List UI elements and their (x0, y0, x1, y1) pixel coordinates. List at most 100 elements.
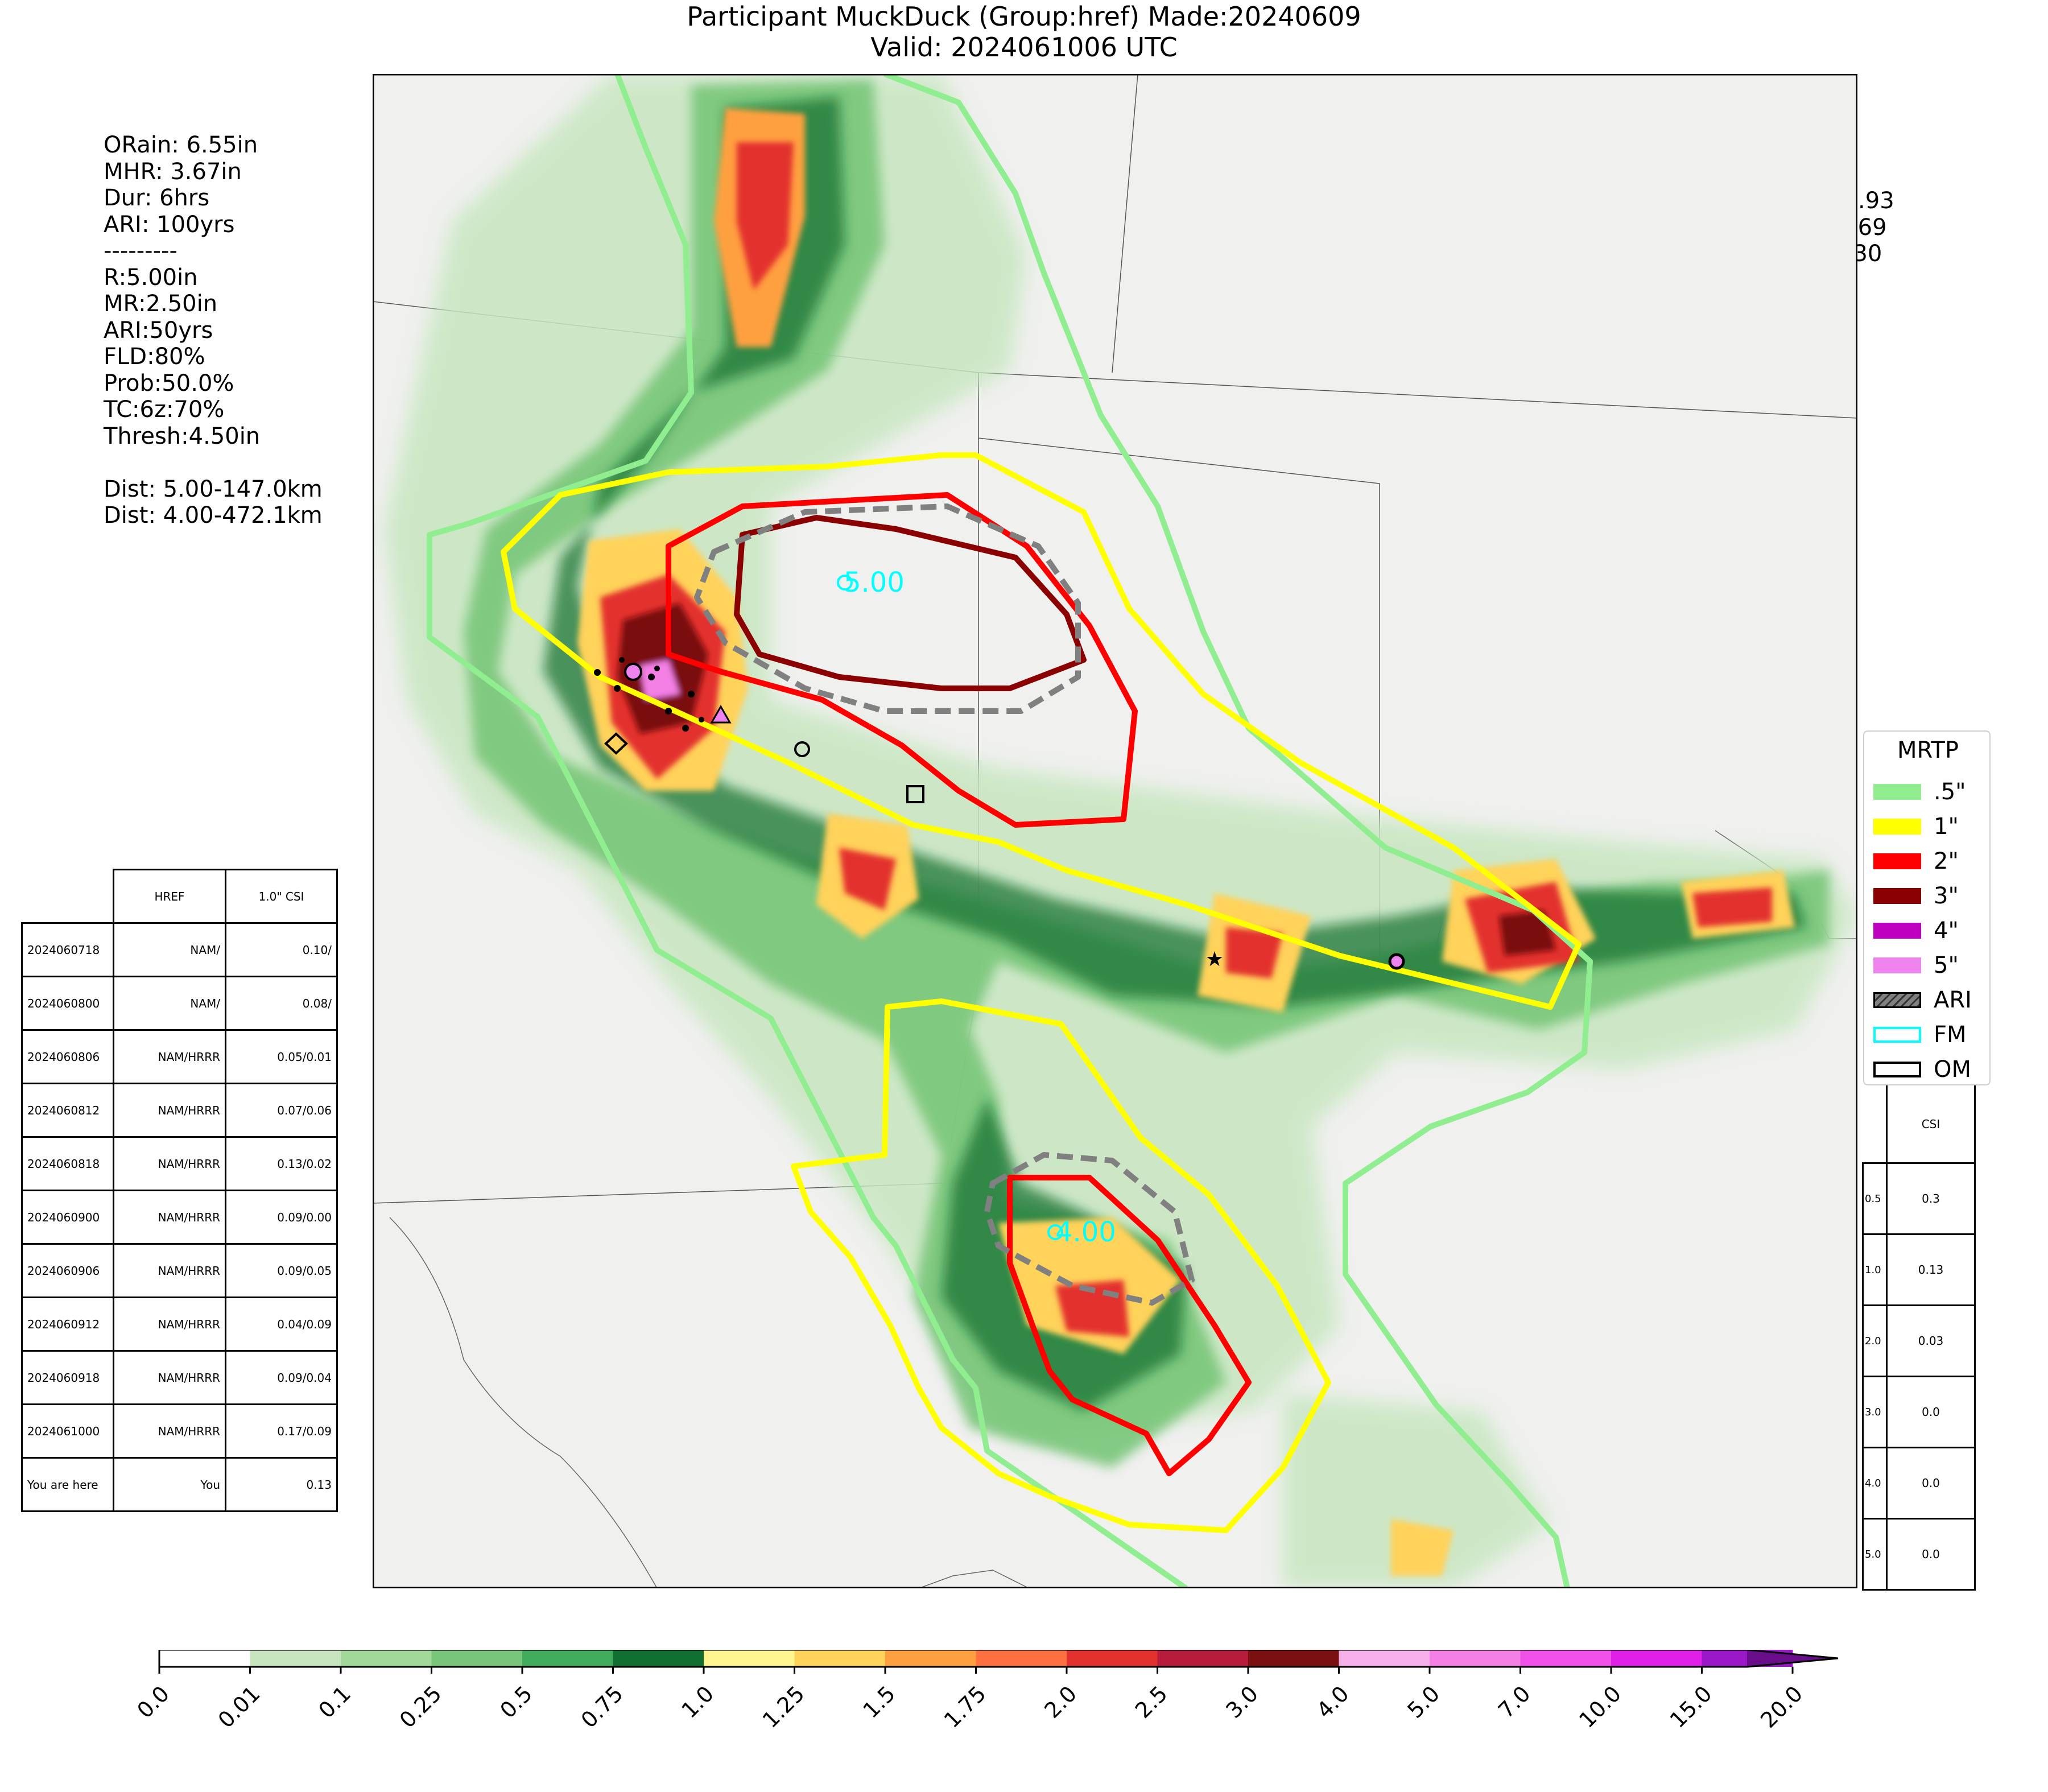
table-row: 2024060818 NAM/HRRR 0.13/0.02 (21, 1136, 338, 1191)
colorbar-tick-label: 10.0 (1574, 1681, 1626, 1733)
table-cell: 0.3 (1886, 1162, 1976, 1235)
colorbar-segment (613, 1650, 704, 1667)
table-cell: 5.0 (1862, 1518, 1888, 1591)
colorbar-tick-label: 15.0 (1665, 1681, 1717, 1733)
table-header-row: HREF 1.0" CSI (22, 869, 338, 924)
table-cell: You (113, 1457, 226, 1512)
contour-0.5in (427, 74, 1593, 1588)
table-cell: 4.0 (1862, 1447, 1888, 1520)
colorbar-segment (1157, 1650, 1249, 1667)
table-row: 2024061000 NAM/HRRR 0.17/0.09 (21, 1403, 338, 1459)
obs-triangle-marker (710, 704, 732, 724)
legend-item: ARI (1873, 984, 1972, 1016)
legend-label: .5" (1934, 779, 1966, 805)
legend-swatch (1873, 853, 1921, 869)
table-cell: 1.0 (1862, 1233, 1888, 1306)
colorbar-tick-label: 1.75 (939, 1681, 991, 1733)
table-cell: 0.09/0.04 (225, 1350, 338, 1405)
legend-title: MRTP (1897, 737, 1959, 763)
colorbar-tick-label: 0.25 (395, 1681, 447, 1733)
table-cell: 2024061000 (21, 1403, 114, 1459)
colorbar-segment (250, 1650, 341, 1667)
colorbar-extend-arrow (1747, 1650, 1838, 1667)
table-cell: 0.0 (1886, 1518, 1976, 1591)
legend-label: 2" (1934, 848, 1959, 874)
colorbar-tick-label: 4.0 (1312, 1681, 1354, 1723)
table-cell: NAM/HRRR (113, 1296, 226, 1352)
legend-item: 5" (1873, 949, 1959, 981)
table-cell: NAM/HRRR (113, 1243, 226, 1298)
table-row: 2024060918 NAM/HRRR 0.09/0.04 (21, 1350, 338, 1405)
table-cell: 0.5 (1862, 1162, 1888, 1235)
table-cell: You are here (21, 1457, 114, 1512)
contour-2in (666, 492, 1252, 1476)
table-row: You are here You 0.13 (21, 1457, 338, 1512)
table-row: 2.0 0.03 (1862, 1304, 1976, 1377)
colorbar-segment (1067, 1650, 1158, 1667)
legend-swatch (1873, 888, 1921, 904)
obs-diamond-marker (604, 732, 628, 755)
legend-label: FM (1934, 1022, 1967, 1048)
table-cell: NAM/HRRR (113, 1136, 226, 1191)
colorbar-tick-label: 20.0 (1756, 1681, 1807, 1733)
colorbar-segment (704, 1650, 795, 1667)
map-frame (373, 74, 1857, 1588)
precipitation-field (384, 74, 1857, 1588)
table-row: 3.0 0.0 (1862, 1376, 1976, 1448)
colorbar-segment (1248, 1650, 1339, 1667)
table-cell: 0.09/0.00 (225, 1190, 338, 1245)
colorbar-tick-label: 2.0 (1039, 1681, 1081, 1723)
colorbar-segment (341, 1650, 432, 1667)
table-cell: 2024060900 (21, 1190, 114, 1245)
legend-swatch (1873, 819, 1921, 835)
colorbar-tick-label: 5.0 (1402, 1681, 1444, 1723)
table-cell: 0.13/0.02 (225, 1136, 338, 1191)
threshold-csi-table: CSI 0.5 0.3 1.0 0.13 2.0 0.03 3.0 0.0 4.0 0.0 5.0 0.… (1862, 1084, 1976, 1591)
legend-swatch (1873, 957, 1921, 973)
table-cell: 0.17/0.09 (225, 1403, 338, 1459)
legend-item: 2" (1873, 845, 1959, 877)
om-circle-marker (794, 741, 810, 757)
colorbar-tick-label: 1.25 (758, 1681, 810, 1733)
colorbar-tick-label: 0.75 (576, 1681, 628, 1733)
legend-item: .5" (1873, 776, 1966, 808)
table-cell: 2024060800 (21, 976, 114, 1031)
fm-marker (837, 575, 853, 591)
legend-item: 3" (1873, 880, 1959, 912)
colorbar-tick-label: 2.5 (1130, 1681, 1172, 1723)
colorbar-segment (976, 1650, 1067, 1667)
table-cell (22, 869, 114, 924)
legend-label: 3" (1934, 883, 1959, 909)
table-row: 2024060912 NAM/HRRR 0.04/0.09 (21, 1296, 338, 1352)
table-cell: NAM/HRRR (113, 1029, 226, 1084)
mrtp-legend: MRTP .5" 1" 2" 3" 4" 5" ARI FM OM (1863, 730, 1991, 1085)
chart-subtitle: Valid: 2024061006 UTC (870, 32, 1178, 63)
table-cell: 2024060718 (21, 922, 114, 977)
colorbar-tick-label: 7.0 (1493, 1681, 1535, 1723)
contour-3in (734, 515, 1087, 691)
legend-swatch (1873, 784, 1921, 800)
table-cell: 0.09/0.05 (225, 1243, 338, 1298)
table-cell: NAM/HRRR (113, 1350, 226, 1405)
chart-title: Participant MuckDuck (Group:href) Made:2… (687, 1, 1361, 32)
table-cell: 2024060912 (21, 1296, 114, 1352)
table-cell: HREF (113, 869, 226, 924)
colorbar-segment (1520, 1650, 1612, 1667)
table-row: 1.0 0.13 (1862, 1233, 1976, 1306)
colorbar-segment (1611, 1650, 1702, 1667)
colorbar-tick-label: 3.0 (1221, 1681, 1263, 1723)
colorbar-segment (1430, 1650, 1521, 1667)
table-cell: 0.04/0.09 (225, 1296, 338, 1352)
colorbar-segment (431, 1650, 523, 1667)
table-cell: 0.10/ (225, 922, 338, 977)
colorbar-segment (885, 1650, 976, 1667)
table-cell: NAM/HRRR (113, 1403, 226, 1459)
colorbar-segment (522, 1650, 613, 1667)
colorbar-tick-label: 1.0 (676, 1681, 719, 1723)
table-cell: 0.13 (225, 1457, 338, 1512)
legend-item: 1" (1873, 811, 1959, 843)
table-cell: 2024060806 (21, 1029, 114, 1084)
table-cell: 2024060812 (21, 1083, 114, 1138)
table-cell: 0.13 (1886, 1233, 1976, 1306)
table-cell: 0.0 (1886, 1447, 1976, 1520)
